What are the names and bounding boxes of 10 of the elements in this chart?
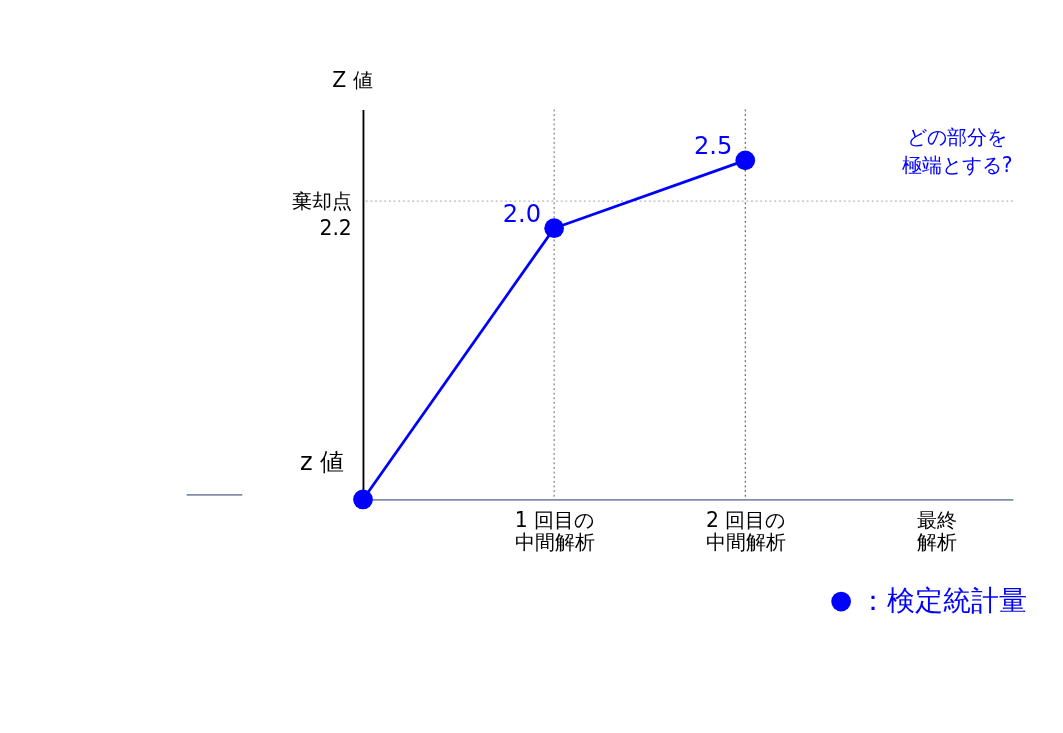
y-axis-title: Z 値 — [332, 67, 373, 92]
data-label: 2.5 — [693, 131, 733, 160]
ref-line-label: 棄却点 2.2 — [291, 188, 352, 241]
x-tick-label: 最終解析 — [916, 507, 957, 555]
legend-label: ：検定統計量 — [858, 583, 1027, 617]
annotation: どの部分を極端とする? — [901, 124, 1013, 177]
data-label: 2.0 — [502, 199, 542, 228]
x-tick-label: 2 回目の中間解析 — [705, 507, 786, 555]
x-tick-label: 1 回目の中間解析 — [514, 507, 595, 555]
text: z 値 — [300, 447, 345, 476]
